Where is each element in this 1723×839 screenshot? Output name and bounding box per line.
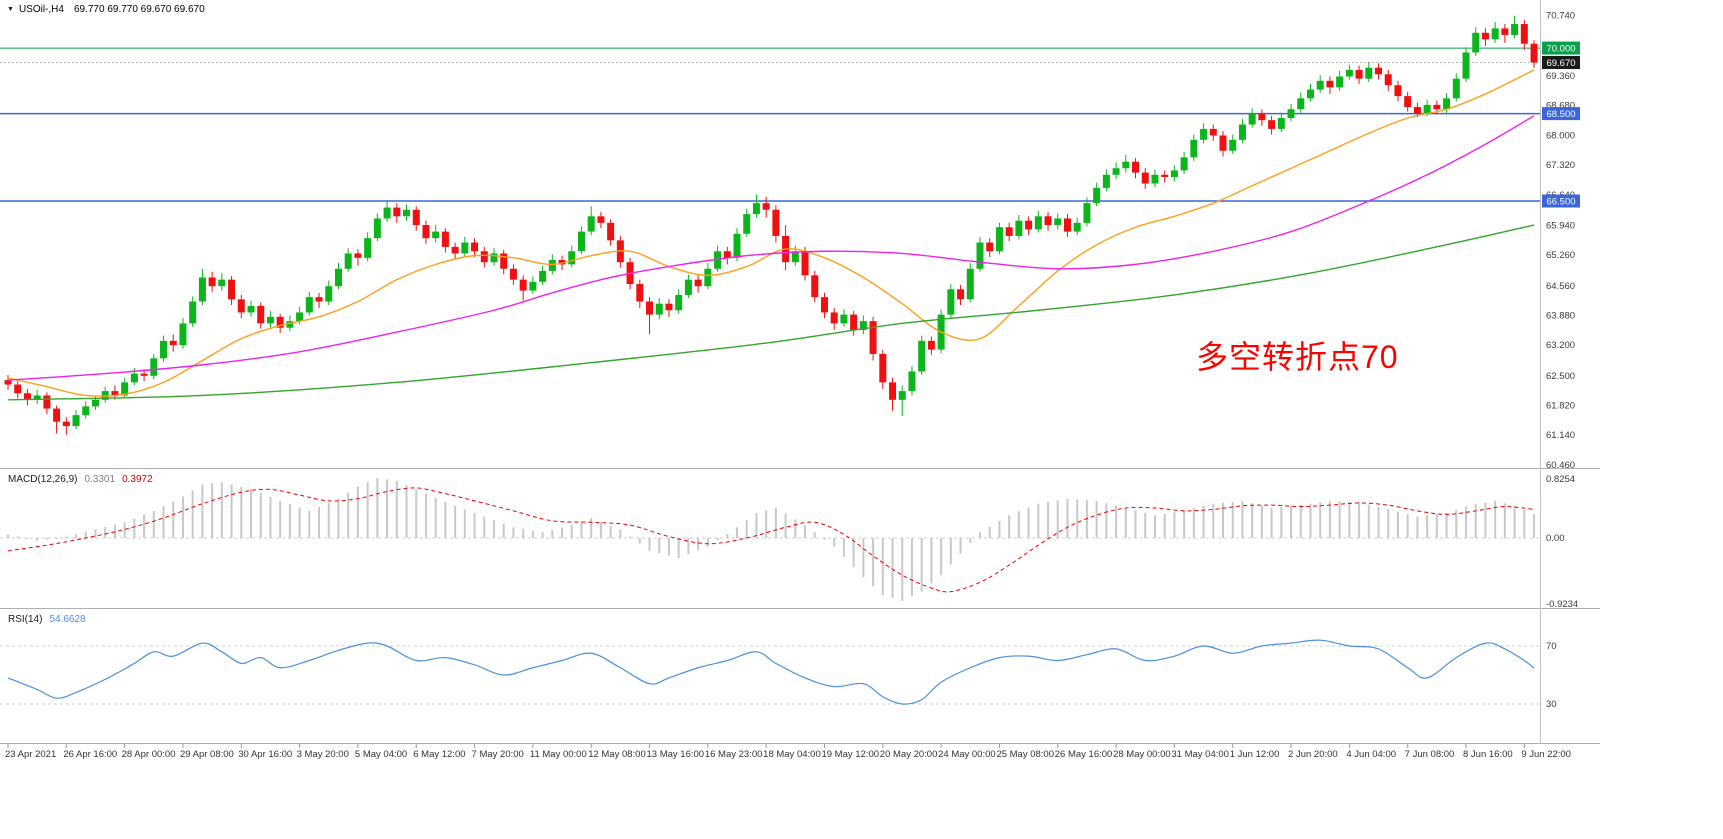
time-axis-label: 11 May 00:00: [530, 749, 587, 760]
time-axis-label: 1 Jun 12:00: [1230, 749, 1280, 760]
macd-signal-line: [7, 487, 1535, 593]
price-axis-label: 60.460: [1546, 460, 1575, 471]
chart-header: ▼ USOil-,H4 69.770 69.770 69.670 69.670: [7, 4, 205, 15]
time-axis-label: 30 Apr 16:00: [238, 749, 292, 760]
rsi-line: [7, 639, 1535, 705]
time-axis-label: 3 May 20:00: [297, 749, 349, 760]
price-badge-value: 66.500: [1546, 197, 1575, 208]
price-axis-label: 65.260: [1546, 250, 1575, 261]
ma-mid-magenta: [7, 115, 1535, 381]
chart-annotation-text: 多空转折点70: [1196, 339, 1399, 375]
price-axis: 70.74070.06069.36068.68068.00067.32066.6…: [1542, 11, 1580, 471]
price-badge-value: 68.500: [1546, 109, 1575, 120]
time-axis-label: 29 Apr 08:00: [180, 749, 234, 760]
price-axis-label: 67.320: [1546, 160, 1575, 171]
time-axis-label: 18 May 04:00: [763, 749, 821, 760]
time-axis-label: 24 May 00:00: [938, 749, 996, 760]
time-axis-label: 8 Jun 16:00: [1463, 749, 1513, 760]
price-axis-label: 64.560: [1546, 281, 1575, 292]
panel-separators: [0, 0, 1600, 744]
macd-axis-label: 0.8254: [1546, 474, 1575, 485]
time-axis-label: 19 May 12:00: [821, 749, 879, 760]
ohlc-quote-label: 69.770 69.770 69.670 69.670: [73, 4, 205, 15]
time-axis: 23 Apr 2021 26 Apr 16:00 28 Apr 00:00 29 Ap…: [5, 744, 1571, 760]
rsi-panel: 70 30: [0, 639, 1557, 710]
macd-panel: 0.8254 0.00 -0.9234: [0, 474, 1578, 610]
price-axis-label: 70.740: [1546, 11, 1575, 22]
price-badge-value: 69.670: [1546, 58, 1575, 69]
time-axis-label: 12 May 08:00: [588, 749, 646, 760]
ma-fast-orange: [7, 69, 1535, 397]
time-axis-label: 16 May 23:00: [705, 749, 763, 760]
time-axis-label: 23 Apr 2021: [5, 749, 56, 760]
macd-signal-value: 0.3972: [122, 474, 153, 485]
rsi-indicator-label: RSI(14) 54.6628: [8, 614, 86, 625]
time-axis-label: 28 Apr 00:00: [122, 749, 176, 760]
symbol-timeframe-label: USOil-,H4: [18, 4, 64, 15]
price-badge: [1542, 41, 1580, 55]
time-axis-label: 20 May 20:00: [880, 749, 938, 760]
time-axis-label: 13 May 16:00: [647, 749, 705, 760]
time-axis-label: 7 Jun 08:00: [1405, 749, 1455, 760]
macd-main-value: 0.3301: [84, 474, 116, 485]
horizontal-level-lines: [0, 47, 1540, 202]
candlesticks-layer: [4, 15, 1538, 435]
price-axis-label: 62.500: [1546, 371, 1575, 382]
rsi-level-label: 30: [1546, 699, 1557, 710]
macd-name: MACD(12,26,9): [8, 474, 78, 485]
time-axis-label: 26 Apr 16:00: [63, 749, 117, 760]
price-axis-label: 69.360: [1546, 71, 1575, 82]
rsi-level-label: 70: [1546, 641, 1557, 652]
price-axis-label: 63.880: [1546, 310, 1575, 321]
price-axis-label: 63.200: [1546, 340, 1575, 351]
chart-dropdown-icon[interactable]: ▼: [7, 6, 14, 13]
macd-axis-label: 0.00: [1546, 533, 1565, 544]
time-axis-label: 6 May 12:00: [413, 749, 465, 760]
time-axis-label: 9 Jun 22:00: [1521, 749, 1571, 760]
macd-indicator-label: MACD(12,26,9) 0.3301 0.3972: [8, 474, 153, 485]
time-axis-label: 2 Jun 20:00: [1288, 749, 1338, 760]
time-axis-label: 31 May 04:00: [1171, 749, 1229, 760]
price-badge: [1542, 55, 1580, 69]
price-badge: [1542, 107, 1580, 121]
rsi-value: 54.6628: [49, 614, 86, 625]
price-axis-label: 68.680: [1546, 101, 1575, 112]
ma-slow-green: [7, 224, 1535, 401]
time-axis-label: 5 May 04:00: [355, 749, 407, 760]
time-axis-label: 25 May 08:00: [996, 749, 1054, 760]
time-axis-label: 4 Jun 04:00: [1346, 749, 1396, 760]
time-axis-label: 7 May 20:00: [472, 749, 524, 760]
time-axis-label: 26 May 16:00: [1055, 749, 1113, 760]
time-axis-label: 28 May 00:00: [1113, 749, 1171, 760]
moving-averages-layer: [7, 69, 1535, 401]
price-axis-label: 68.000: [1546, 130, 1575, 141]
price-axis-label: 61.820: [1546, 401, 1575, 412]
price-badge: [1542, 194, 1580, 208]
price-axis-label: 61.140: [1546, 430, 1575, 441]
price-badge-value: 70.000: [1546, 44, 1575, 55]
macd-axis-label: -0.9234: [1546, 599, 1578, 610]
rsi-name: RSI(14): [8, 614, 43, 625]
price-axis-label: 65.940: [1546, 220, 1575, 231]
